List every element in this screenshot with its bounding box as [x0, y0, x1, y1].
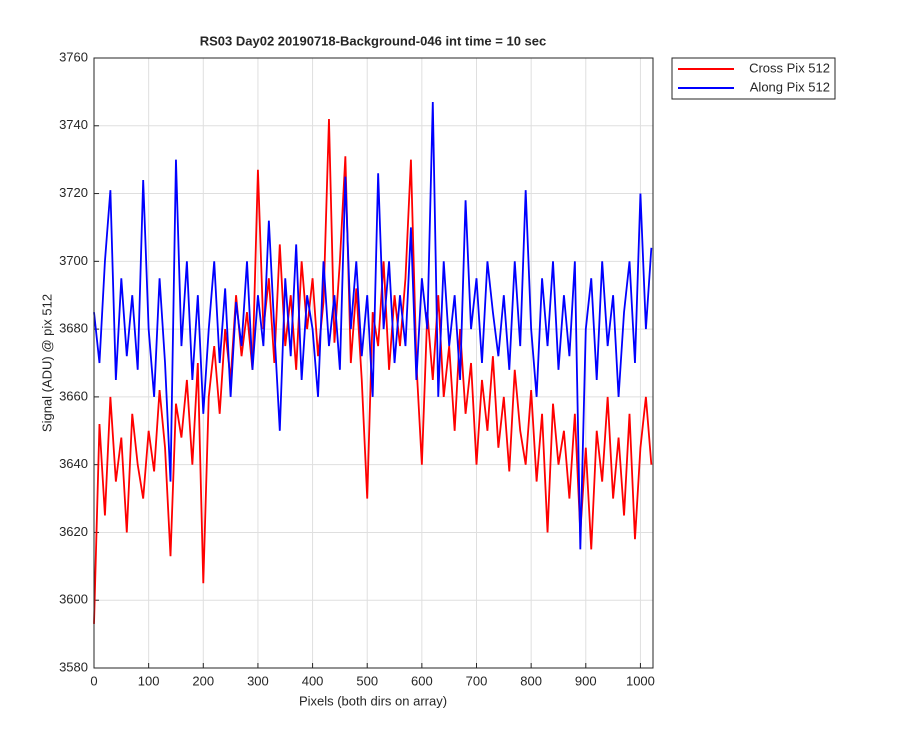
- x-axis-label: Pixels (both dirs on array): [299, 693, 447, 708]
- axes-box: [93, 57, 654, 669]
- y-tick-label: 3620: [59, 524, 88, 539]
- x-tick-label: 400: [302, 673, 324, 688]
- y-tick-label: 3760: [59, 49, 88, 64]
- x-tick-label: 900: [575, 673, 597, 688]
- y-axis-label: Signal (ADU) @ pix 512: [39, 294, 54, 432]
- y-tick-label: 3580: [59, 659, 88, 674]
- legend-label: Cross Pix 512: [749, 60, 830, 75]
- y-tick-label: 3680: [59, 321, 88, 336]
- x-tick-label: 800: [520, 673, 542, 688]
- y-tick-label: 3600: [59, 592, 88, 607]
- y-tick-label: 3720: [59, 185, 88, 200]
- y-tick-label: 3640: [59, 456, 88, 471]
- chart-title: RS03 Day02 20190718-Background-046 int t…: [200, 33, 547, 48]
- line-series: [93, 118, 653, 624]
- x-tick-label: 200: [192, 673, 214, 688]
- x-tick-label: 1000: [626, 673, 655, 688]
- x-tick-label: 0: [90, 673, 97, 688]
- line-series: [93, 102, 653, 550]
- x-tick-label: 100: [138, 673, 160, 688]
- legend-box: [671, 57, 836, 100]
- x-tick-label: 700: [466, 673, 488, 688]
- x-tick-label: 500: [356, 673, 378, 688]
- y-tick-label: 3660: [59, 388, 88, 403]
- x-tick-label: 600: [411, 673, 433, 688]
- y-tick-label: 3700: [59, 253, 88, 268]
- y-tick-label: 3740: [59, 117, 88, 132]
- x-tick-label: 300: [247, 673, 269, 688]
- legend-label: Along Pix 512: [750, 79, 830, 94]
